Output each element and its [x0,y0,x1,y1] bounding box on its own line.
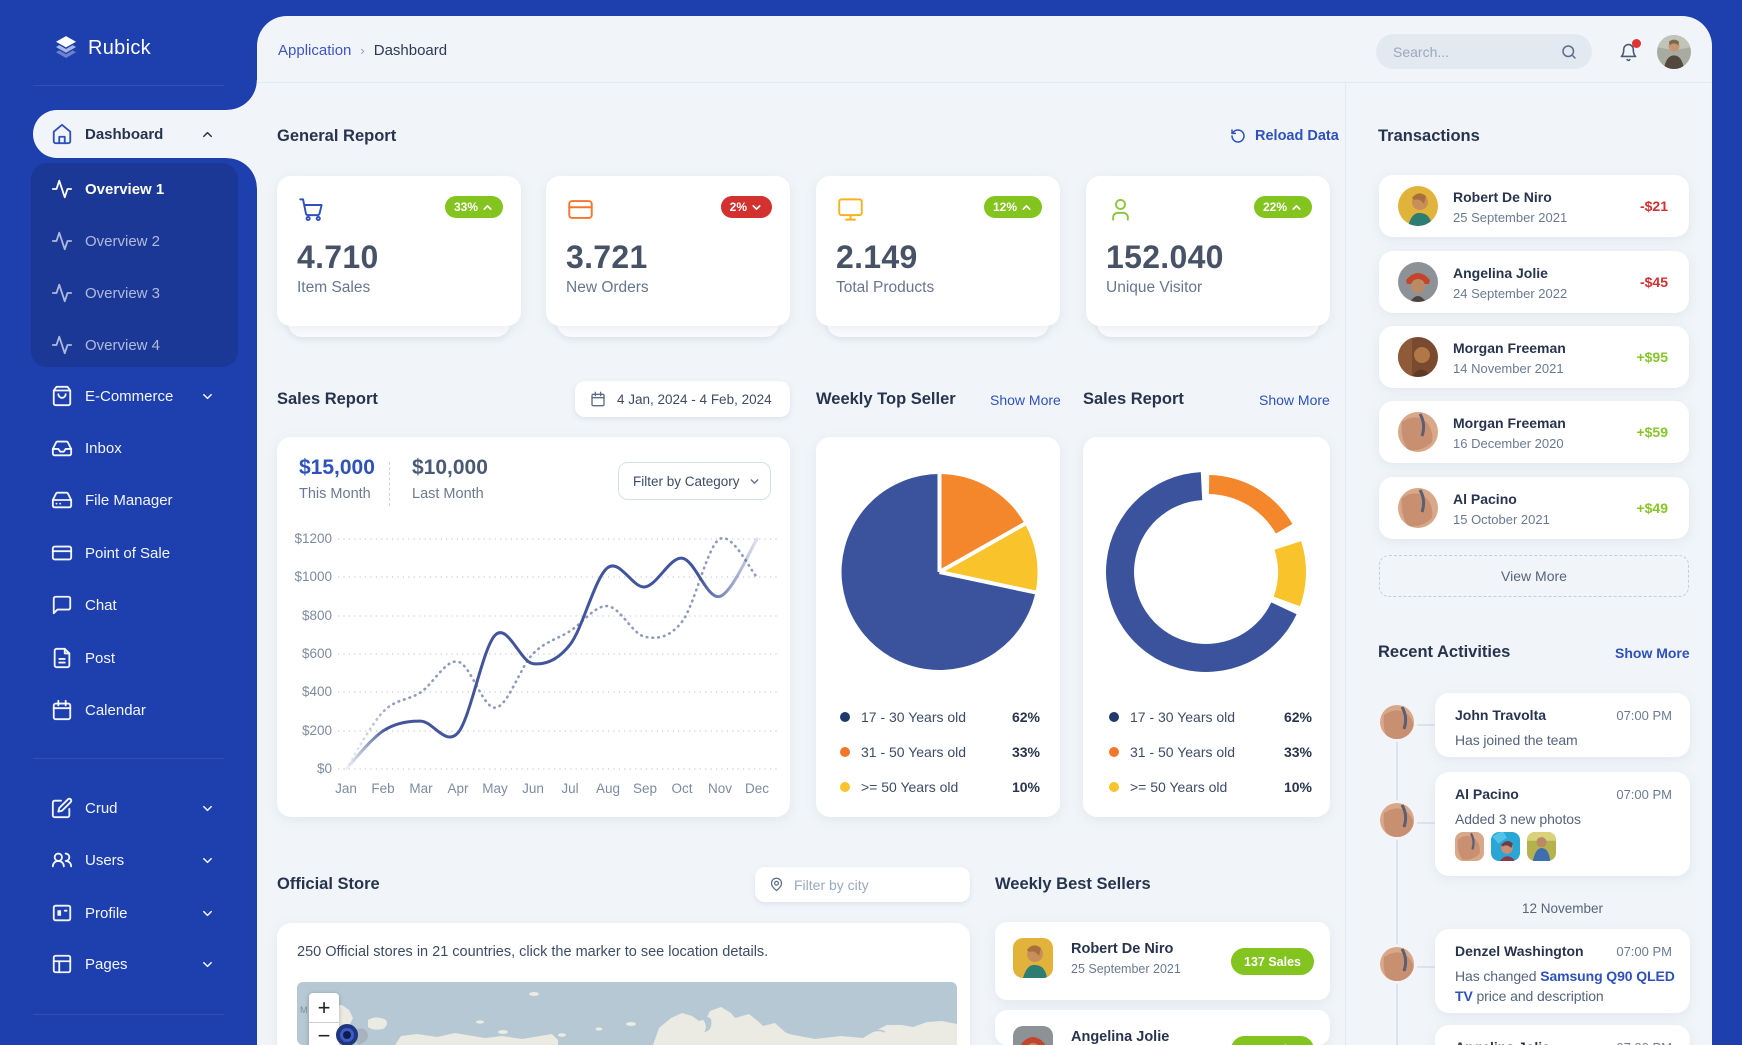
svg-text:Oct: Oct [671,781,692,796]
svg-text:$600: $600 [302,646,332,661]
svg-text:Apr: Apr [447,781,469,796]
svg-text:Jul: Jul [561,781,578,796]
svg-text:Mar: Mar [409,781,433,796]
svg-text:May: May [482,781,508,796]
svg-text:$200: $200 [302,723,332,738]
svg-text:Jan: Jan [335,781,357,796]
svg-text:$800: $800 [302,608,332,623]
svg-text:$0: $0 [317,761,332,776]
svg-text:M: M [300,1005,308,1015]
svg-text:Dec: Dec [745,781,769,796]
svg-text:$1000: $1000 [294,569,332,584]
svg-text:Nov: Nov [708,781,732,796]
svg-text:Sep: Sep [633,781,657,796]
svg-text:$400: $400 [302,684,332,699]
svg-text:Aug: Aug [596,781,620,796]
svg-text:$1200: $1200 [294,531,332,546]
svg-text:Feb: Feb [371,781,394,796]
svg-text:Jun: Jun [522,781,544,796]
